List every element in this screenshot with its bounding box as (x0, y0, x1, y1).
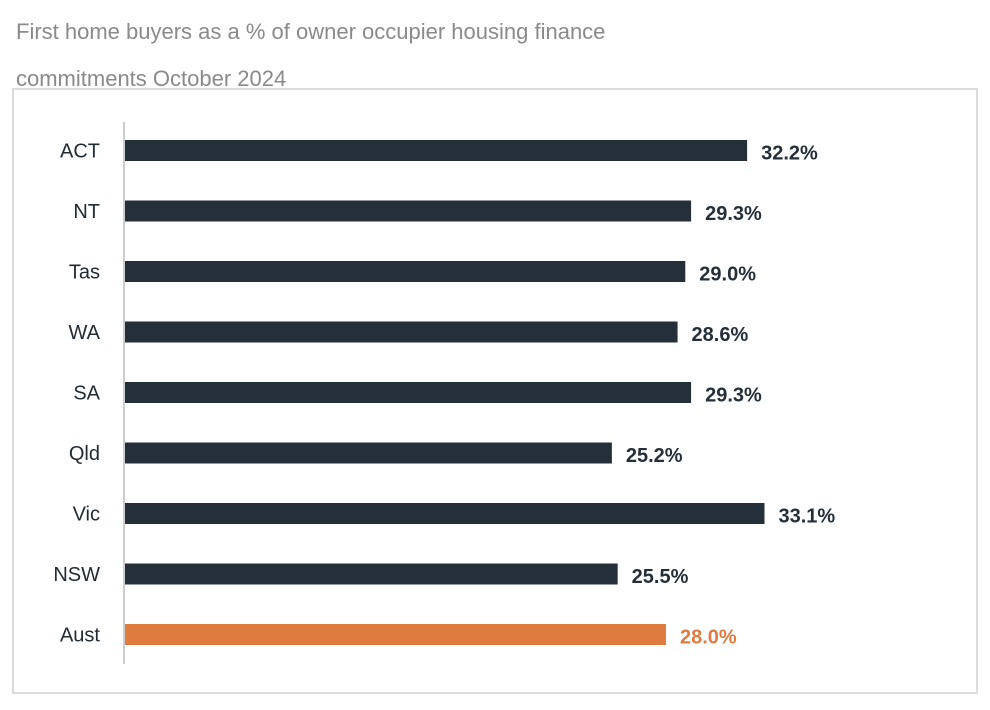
data-label: 25.2% (626, 445, 683, 467)
bar-sa (125, 382, 692, 403)
chart-frame (12, 88, 978, 694)
category-label: NT (73, 201, 100, 223)
bar-aust (125, 624, 666, 645)
category-label: NSW (53, 564, 100, 586)
data-label: 25.5% (632, 566, 689, 588)
category-label: Qld (69, 443, 100, 465)
data-label: 29.3% (705, 385, 762, 407)
data-label: 28.6% (692, 324, 749, 346)
category-label: SA (73, 383, 100, 405)
bar-act (125, 140, 748, 161)
bar-nt (125, 200, 692, 222)
data-label: 29.3% (705, 203, 762, 225)
category-label: WA (69, 322, 101, 344)
category-label: Vic (73, 504, 100, 526)
category-label: Tas (69, 262, 100, 284)
category-label: Aust (60, 625, 100, 647)
bar-nsw (125, 563, 618, 585)
bar-vic (125, 503, 765, 524)
chart-title: First home buyers as a % of owner occupi… (16, 19, 606, 91)
bar-qld (125, 442, 612, 464)
data-label: 28.0% (680, 627, 737, 649)
data-label: 32.2% (761, 143, 818, 165)
category-label: ACT (60, 141, 100, 163)
bar-tas (125, 261, 686, 282)
data-label: 29.0% (699, 264, 756, 286)
data-label: 33.1% (779, 506, 836, 528)
bar-wa (125, 321, 678, 343)
